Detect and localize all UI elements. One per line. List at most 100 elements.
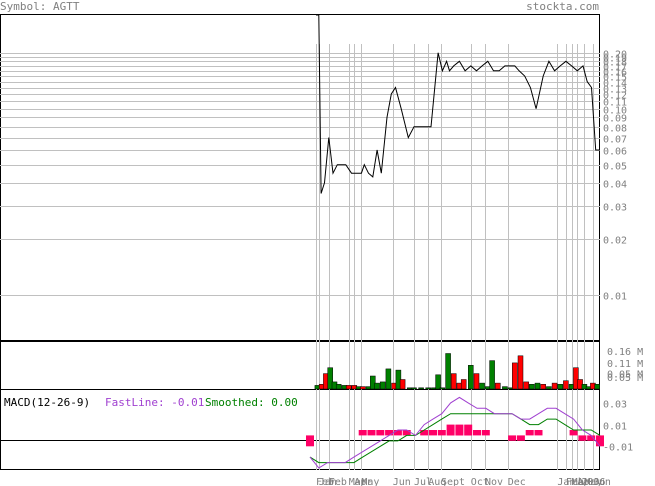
macd-smoothed-line [309, 413, 601, 464]
x-tick-label: Aug [428, 477, 446, 486]
volume-bar [546, 386, 552, 390]
price-tick-label: 0.03 [603, 203, 627, 214]
volume-tick-label: 0.05 M [607, 373, 643, 384]
volume-bar [345, 385, 352, 390]
x-tick-label: Feb [316, 477, 334, 486]
volume-tick-label: 0.16 M [607, 347, 643, 358]
price-tick-label: 0.18 [603, 58, 627, 69]
price-panel-frame [0, 14, 600, 341]
site-name[interactable]: stockta.com [526, 0, 599, 13]
volume-bar [370, 375, 376, 390]
price-tick-label: 0.11 [603, 98, 627, 109]
volume-bar [529, 384, 535, 390]
macd-histogram-bar [393, 430, 402, 436]
price-tick-label: 0.04 [603, 180, 627, 191]
macd-histogram-bar [508, 435, 517, 441]
volume-tick-label: 0.05 M [607, 370, 643, 381]
x-tick-label: Apr [577, 477, 595, 486]
volume-series [314, 353, 600, 390]
x-tick-label: Sept [441, 477, 465, 486]
price-tick-label: 0.15 [603, 73, 627, 84]
macd-tick-label: 0.01 [603, 422, 627, 433]
volume-bar [411, 387, 417, 390]
price-tick-label: 0.06 [603, 147, 627, 158]
x-tick-label: Dec [508, 477, 526, 486]
macd-smoothed-label: Smoothed: 0.00 [205, 396, 298, 409]
macd-histogram-bar [596, 435, 604, 447]
volume-bar [460, 379, 467, 390]
x-tick-label: May [584, 477, 602, 486]
volume-bar [512, 362, 518, 390]
macd-histogram-bar [455, 424, 464, 436]
volume-bar [385, 368, 392, 390]
macd-fast-line [309, 396, 601, 469]
volume-bar [435, 374, 441, 390]
price-tick-label: 0.09 [603, 114, 627, 125]
macd-histogram-bar [569, 430, 578, 436]
macd-histogram-bar [429, 430, 437, 436]
x-tick-label: Feb [329, 477, 347, 486]
price-tick-label: 0.12 [603, 91, 627, 102]
macd-histogram-bar [358, 430, 367, 436]
volume-bar [502, 386, 508, 390]
macd-histogram-bar [306, 435, 314, 447]
volume-bar [418, 387, 424, 390]
volume-panel-frame [0, 341, 600, 390]
macd-histogram-bar [587, 435, 596, 441]
macd-histogram-bar [473, 430, 481, 436]
macd-histogram-bar [464, 424, 473, 436]
price-tick-label: 0.17 [603, 63, 627, 74]
grid [0, 44, 600, 470]
x-tick-label: Jul [414, 477, 432, 486]
volume-tick-label: 0.11 M [607, 359, 643, 370]
volume-bar [551, 382, 558, 390]
price-tick-label: 0.07 [603, 135, 627, 146]
volume-bar [489, 360, 495, 390]
volume-bar [573, 367, 579, 390]
volume-bar [495, 382, 501, 390]
volume-bar [534, 382, 541, 390]
volume-bar [374, 382, 380, 390]
volume-bar [479, 382, 485, 390]
volume-bar [399, 379, 406, 390]
price-tick-label: 0.20 [603, 50, 627, 61]
x-tick-label: Jun [593, 477, 611, 486]
volume-bar [425, 387, 431, 390]
x-tick-label: Jun [393, 477, 411, 486]
price-tick-label: 0.13 [603, 85, 627, 96]
volume-bar [450, 373, 457, 390]
volume-bar [594, 384, 600, 390]
macd-histogram-bar [481, 430, 490, 436]
price-series [316, 14, 600, 194]
macd-histogram-bar [525, 430, 534, 436]
price-tick-label: 0.10 [603, 106, 627, 117]
volume-bar [563, 380, 569, 390]
symbol-label: Symbol: AGTT [0, 0, 80, 13]
macd-histogram-bar [420, 430, 429, 436]
x-tick-label: Feb [566, 477, 584, 486]
volume-bar [439, 387, 446, 390]
volume-bar [468, 365, 474, 390]
price-line [316, 14, 600, 194]
macd-histogram-bar [437, 430, 446, 436]
price-tick-label: 0.02 [603, 236, 627, 247]
x-tick-label: Mar [349, 477, 367, 486]
macd-fastline-label: FastLine: -0.01 [105, 396, 204, 409]
price-tick-label: 0.05 [603, 162, 627, 173]
macd-tick-label: 0.03 [603, 400, 627, 411]
price-tick-label: 0.01 [603, 292, 627, 303]
volume-bar [327, 367, 333, 390]
x-tick-label: Mar [572, 477, 590, 486]
volume-bar [379, 381, 386, 390]
macd-histogram-bar [367, 430, 376, 436]
macd-panel-frame [0, 389, 600, 470]
volume-bar [360, 386, 366, 390]
x-tick-label: Apr [354, 477, 372, 486]
macd-title: MACD(12-26-9) [4, 396, 90, 409]
macd-histogram-bar [446, 424, 455, 436]
x-tick-label: Oct [471, 477, 489, 486]
volume-bar [473, 373, 480, 390]
volume-bar [335, 384, 342, 390]
price-tick-label: 0.08 [603, 124, 627, 135]
macd-histogram-bar [385, 430, 394, 436]
